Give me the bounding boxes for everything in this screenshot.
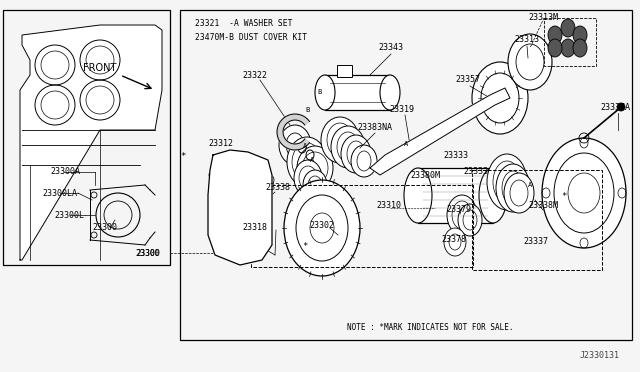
Bar xyxy=(337,65,352,77)
Ellipse shape xyxy=(287,137,327,187)
Ellipse shape xyxy=(284,180,360,276)
Text: *: * xyxy=(561,192,566,201)
Text: 23313M: 23313M xyxy=(528,13,558,22)
Ellipse shape xyxy=(561,19,575,37)
Bar xyxy=(3,10,170,265)
Text: B: B xyxy=(306,107,310,113)
Text: 23310: 23310 xyxy=(376,201,401,209)
Ellipse shape xyxy=(472,62,528,134)
Ellipse shape xyxy=(315,75,335,110)
Text: 23319: 23319 xyxy=(390,106,415,115)
Text: NOTE : *MARK INDICATES NOT FOR SALE.: NOTE : *MARK INDICATES NOT FOR SALE. xyxy=(347,324,513,333)
Polygon shape xyxy=(370,88,510,175)
Text: A: A xyxy=(404,141,408,147)
Text: 23343: 23343 xyxy=(378,44,403,52)
Ellipse shape xyxy=(447,195,477,235)
Ellipse shape xyxy=(351,145,377,177)
Text: 23312: 23312 xyxy=(209,138,234,148)
Ellipse shape xyxy=(458,204,482,236)
Text: *: * xyxy=(180,151,186,160)
Text: 23318: 23318 xyxy=(243,224,268,232)
Ellipse shape xyxy=(303,170,327,200)
Bar xyxy=(251,185,473,267)
Text: 23322: 23322 xyxy=(243,71,268,80)
Ellipse shape xyxy=(487,154,527,210)
Text: 23300L: 23300L xyxy=(54,211,84,219)
Ellipse shape xyxy=(294,160,322,196)
Text: 23300A: 23300A xyxy=(50,167,80,176)
Text: 23337A: 23337A xyxy=(600,103,630,112)
Text: 23333: 23333 xyxy=(444,151,468,160)
Text: 23313: 23313 xyxy=(515,35,540,45)
Text: 23302: 23302 xyxy=(310,221,335,230)
Text: 23380M: 23380M xyxy=(410,170,440,180)
Ellipse shape xyxy=(380,75,400,110)
Text: A: A xyxy=(303,143,307,149)
Text: 23378: 23378 xyxy=(442,235,467,244)
Text: 23357: 23357 xyxy=(456,76,481,84)
Bar xyxy=(180,10,632,340)
Ellipse shape xyxy=(573,39,587,57)
Text: 23300: 23300 xyxy=(136,248,159,257)
Ellipse shape xyxy=(444,228,466,256)
Text: 23338M: 23338M xyxy=(528,201,558,209)
Text: 23379: 23379 xyxy=(447,205,472,215)
Ellipse shape xyxy=(548,26,562,44)
Ellipse shape xyxy=(321,117,359,163)
Ellipse shape xyxy=(548,39,562,57)
Ellipse shape xyxy=(617,103,625,111)
Ellipse shape xyxy=(279,125,311,165)
Bar xyxy=(472,170,602,270)
Text: 23300: 23300 xyxy=(93,224,118,232)
Text: 23383NA: 23383NA xyxy=(358,124,392,132)
Text: A: A xyxy=(528,182,532,188)
Ellipse shape xyxy=(508,34,552,90)
Text: 23470M-B DUST COVER KIT: 23470M-B DUST COVER KIT xyxy=(195,32,307,42)
Polygon shape xyxy=(20,25,162,260)
Text: B: B xyxy=(317,89,321,95)
Ellipse shape xyxy=(496,164,530,212)
Text: J2330131: J2330131 xyxy=(580,350,620,359)
Ellipse shape xyxy=(341,135,371,173)
Ellipse shape xyxy=(479,168,507,223)
Text: FRONT: FRONT xyxy=(83,63,116,73)
Polygon shape xyxy=(277,114,310,150)
Text: 23300LA: 23300LA xyxy=(42,189,77,198)
Polygon shape xyxy=(208,150,272,265)
Bar xyxy=(325,75,390,110)
Text: 23300: 23300 xyxy=(136,248,161,257)
Bar xyxy=(418,168,493,223)
Ellipse shape xyxy=(561,39,575,57)
Text: 23333: 23333 xyxy=(463,167,488,176)
Ellipse shape xyxy=(331,126,365,168)
Text: 23337: 23337 xyxy=(524,237,548,247)
Text: *: * xyxy=(302,243,308,251)
Ellipse shape xyxy=(573,26,587,44)
Bar xyxy=(544,18,596,66)
Text: A: A xyxy=(310,157,314,163)
Ellipse shape xyxy=(504,173,534,213)
Ellipse shape xyxy=(542,138,626,248)
Text: 23338: 23338 xyxy=(266,183,291,192)
Text: 23321  -A WASHER SET: 23321 -A WASHER SET xyxy=(195,19,292,29)
Ellipse shape xyxy=(404,168,432,223)
Ellipse shape xyxy=(297,146,333,190)
